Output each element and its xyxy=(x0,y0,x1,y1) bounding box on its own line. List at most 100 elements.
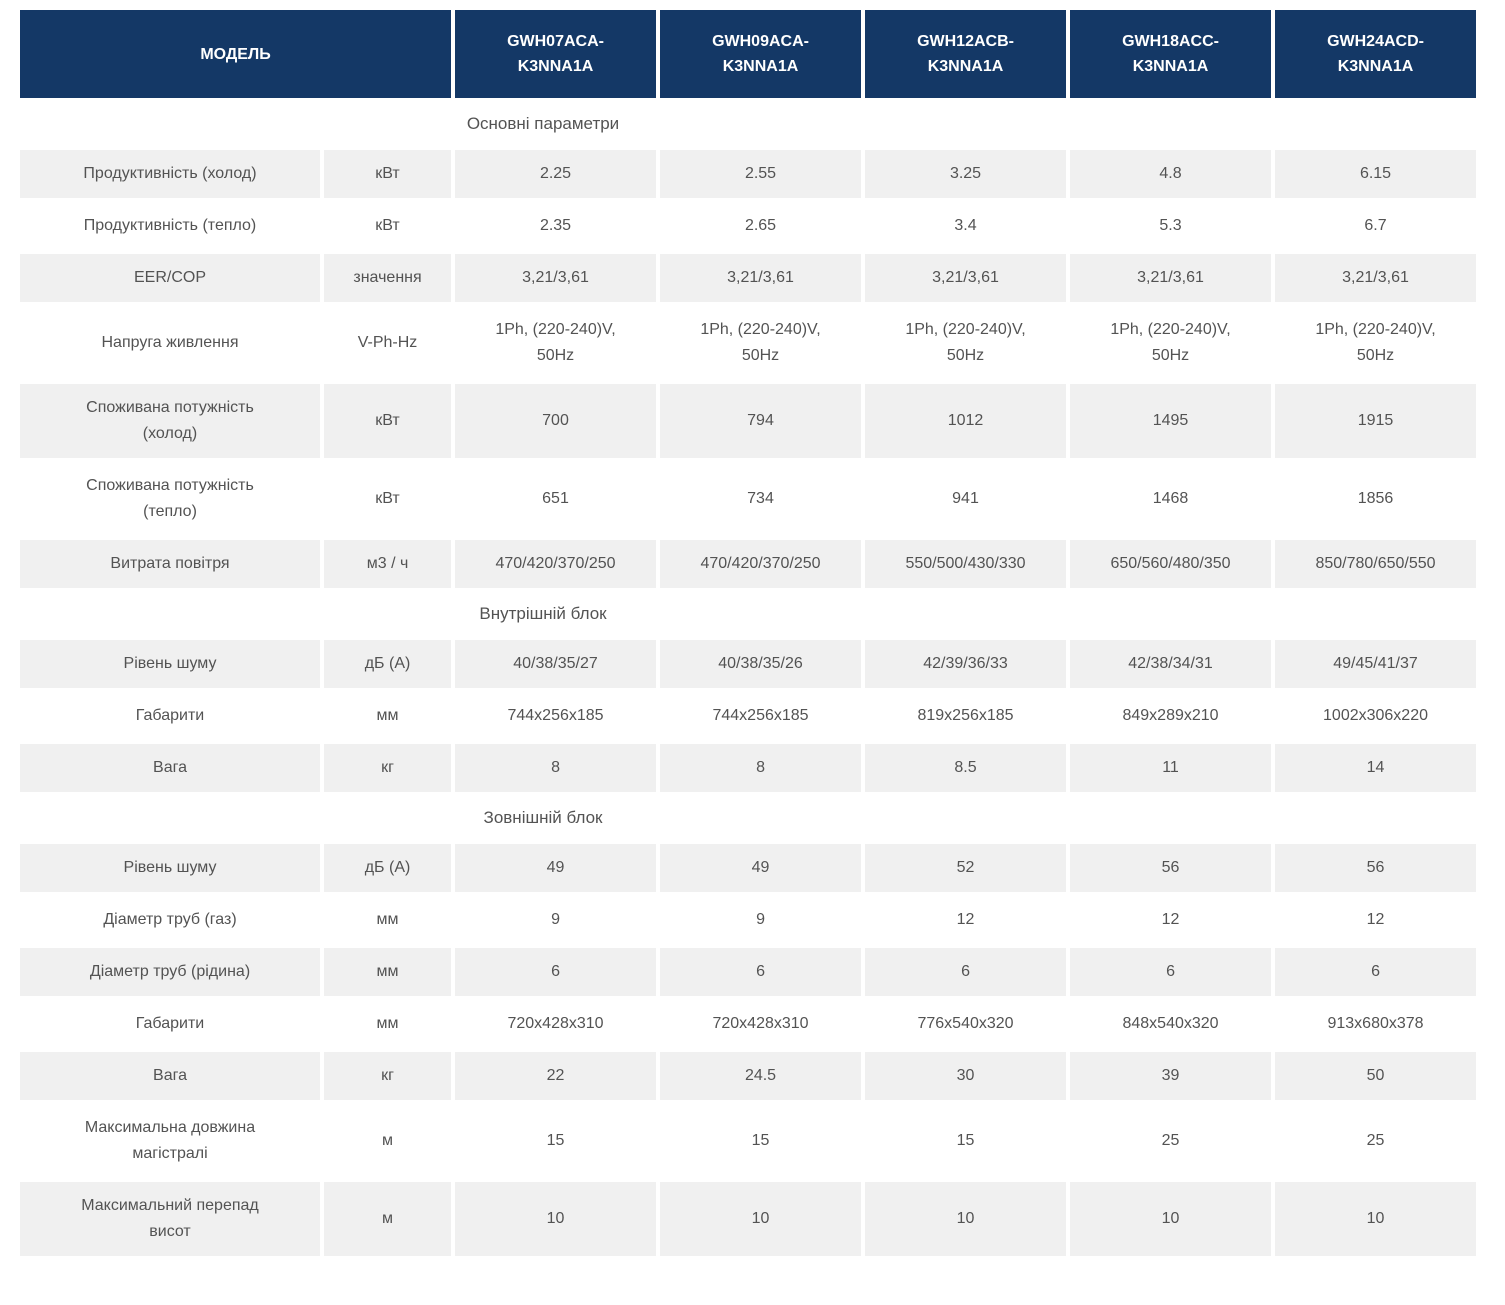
section-spacer xyxy=(1275,796,1477,840)
row-value: 1Ph, (220-240)V, 50Hz xyxy=(1275,306,1477,380)
row-value: 56 xyxy=(1275,844,1477,892)
section-indoor-unit: Внутрішній блок Рівень шуму дБ (А) 40/38… xyxy=(20,592,1477,792)
row-value: 6 xyxy=(455,948,657,996)
row-label: Продуктивність (холод) xyxy=(20,150,320,198)
row-value: 8.5 xyxy=(865,744,1067,792)
row-value: 12 xyxy=(1070,896,1272,944)
section-spacer xyxy=(1275,592,1477,636)
row-value: 913x680x378 xyxy=(1275,1000,1477,1048)
spec-row: Витрата повітря м3 / ч 470/420/370/250 4… xyxy=(20,540,1477,588)
row-label: Вага xyxy=(20,1052,320,1100)
spec-row: Споживана потужність (тепло) кВт 651 734… xyxy=(20,462,1477,536)
row-value: 776x540x320 xyxy=(865,1000,1067,1048)
model-name: GWH12ACB-K3NNA1A xyxy=(917,33,1014,75)
model-column-header: GWH07ACA-K3NNA1A xyxy=(455,10,657,98)
spec-page: МОДЕЛЬ GWH07ACA-K3NNA1A GWH09ACA-K3NNA1A… xyxy=(0,6,1505,1305)
row-label: Продуктивність (тепло) xyxy=(20,202,320,250)
row-value: 5.3 xyxy=(1070,202,1272,250)
row-value: 10 xyxy=(1070,1182,1272,1256)
row-label: Споживана потужність (холод) xyxy=(20,384,320,458)
row-value: 650/560/480/350 xyxy=(1070,540,1272,588)
row-unit: V-Ph-Hz xyxy=(324,306,452,380)
row-value: 3,21/3,61 xyxy=(660,254,862,302)
table-header: МОДЕЛЬ GWH07ACA-K3NNA1A GWH09ACA-K3NNA1A… xyxy=(20,10,1477,98)
row-value: 8 xyxy=(455,744,657,792)
row-value: 6.15 xyxy=(1275,150,1477,198)
row-label: EER/COP xyxy=(20,254,320,302)
model-header-label: МОДЕЛЬ xyxy=(200,45,271,63)
row-value: 15 xyxy=(660,1104,862,1178)
section-title-row: Внутрішній блок xyxy=(20,592,1477,636)
model-name: GWH07ACA-K3NNA1A xyxy=(507,33,604,75)
row-value: 1Ph, (220-240)V, 50Hz xyxy=(865,306,1067,380)
section-spacer xyxy=(1070,592,1272,636)
section-title-row: Зовнішній блок xyxy=(20,796,1477,840)
row-unit: мм xyxy=(324,948,452,996)
section-spacer xyxy=(1070,796,1272,840)
model-column-header: GWH12ACB-K3NNA1A xyxy=(865,10,1067,98)
row-value: 6 xyxy=(865,948,1067,996)
row-unit: кг xyxy=(324,744,452,792)
row-value: 700 xyxy=(455,384,657,458)
spec-row: Габарити мм 744x256x185 744x256x185 819x… xyxy=(20,692,1477,740)
row-value: 734 xyxy=(660,462,862,536)
row-value: 1915 xyxy=(1275,384,1477,458)
row-value: 850/780/650/550 xyxy=(1275,540,1477,588)
row-value: 6 xyxy=(1070,948,1272,996)
row-value: 1Ph, (220-240)V, 50Hz xyxy=(455,306,657,380)
section-spacer xyxy=(1070,102,1272,146)
row-label: Вага xyxy=(20,744,320,792)
row-value: 2.25 xyxy=(455,150,657,198)
spec-row: Продуктивність (тепло) кВт 2.35 2.65 3.4… xyxy=(20,202,1477,250)
row-value: 651 xyxy=(455,462,657,536)
section-title-row: Основні параметри xyxy=(20,102,1477,146)
row-value: 8 xyxy=(660,744,862,792)
row-unit: мм xyxy=(324,1000,452,1048)
model-column-header: GWH09ACA-K3NNA1A xyxy=(660,10,862,98)
row-value: 24.5 xyxy=(660,1052,862,1100)
section-outdoor-unit: Зовнішній блок Рівень шуму дБ (А) 49 49 … xyxy=(20,796,1477,1256)
spec-row: Діаметр труб (газ) мм 9 9 12 12 12 xyxy=(20,896,1477,944)
row-value: 1Ph, (220-240)V, 50Hz xyxy=(660,306,862,380)
spec-row: Діаметр труб (рідина) мм 6 6 6 6 6 xyxy=(20,948,1477,996)
row-value: 849x289x210 xyxy=(1070,692,1272,740)
row-value: 3,21/3,61 xyxy=(1070,254,1272,302)
row-unit: дБ (А) xyxy=(324,640,452,688)
section-main-params: Основні параметри Продуктивність (холод)… xyxy=(20,102,1477,588)
row-value: 9 xyxy=(455,896,657,944)
row-value: 42/38/34/31 xyxy=(1070,640,1272,688)
row-label: Напруга живлення xyxy=(20,306,320,380)
model-name: GWH24ACD-K3NNA1A xyxy=(1327,33,1424,75)
row-value: 30 xyxy=(865,1052,1067,1100)
row-value: 10 xyxy=(1275,1182,1477,1256)
ac-spec-table: МОДЕЛЬ GWH07ACA-K3NNA1A GWH09ACA-K3NNA1A… xyxy=(16,6,1480,1260)
row-unit: м3 / ч xyxy=(324,540,452,588)
row-value: 10 xyxy=(865,1182,1067,1256)
row-value: 50 xyxy=(1275,1052,1477,1100)
model-column-header: GWH18ACC-K3NNA1A xyxy=(1070,10,1272,98)
row-value: 40/38/35/26 xyxy=(660,640,862,688)
row-value: 40/38/35/27 xyxy=(455,640,657,688)
spec-row: Продуктивність (холод) кВт 2.25 2.55 3.2… xyxy=(20,150,1477,198)
row-unit: м xyxy=(324,1104,452,1178)
row-unit: кВт xyxy=(324,150,452,198)
section-title: Зовнішній блок xyxy=(20,796,1067,840)
row-value: 25 xyxy=(1070,1104,1272,1178)
section-title: Внутрішній блок xyxy=(20,592,1067,636)
row-unit: значення xyxy=(324,254,452,302)
row-value: 3,21/3,61 xyxy=(865,254,1067,302)
row-label: Витрата повітря xyxy=(20,540,320,588)
spec-row: Напруга живлення V-Ph-Hz 1Ph, (220-240)V… xyxy=(20,306,1477,380)
spec-row: Габарити мм 720x428x310 720x428x310 776x… xyxy=(20,1000,1477,1048)
row-value: 56 xyxy=(1070,844,1272,892)
model-name: GWH09ACA-K3NNA1A xyxy=(712,33,809,75)
spec-row: Вага кг 8 8 8.5 11 14 xyxy=(20,744,1477,792)
row-value: 25 xyxy=(1275,1104,1477,1178)
row-value: 1856 xyxy=(1275,462,1477,536)
row-value: 470/420/370/250 xyxy=(455,540,657,588)
spec-row: Рівень шуму дБ (А) 40/38/35/27 40/38/35/… xyxy=(20,640,1477,688)
row-value: 744x256x185 xyxy=(660,692,862,740)
model-name: GWH18ACC-K3NNA1A xyxy=(1122,33,1219,75)
model-header-cell: МОДЕЛЬ xyxy=(20,10,452,98)
spec-row: Споживана потужність (холод) кВт 700 794… xyxy=(20,384,1477,458)
